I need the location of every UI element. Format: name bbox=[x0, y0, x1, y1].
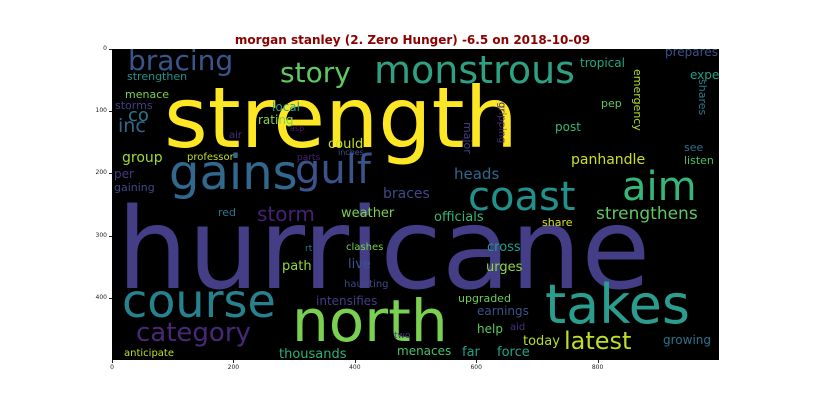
word-braces: braces bbox=[383, 186, 430, 202]
word-story: story bbox=[280, 56, 351, 89]
chart-title: morgan stanley (2. Zero Hunger) -6.5 on … bbox=[234, 33, 591, 47]
x-tick-label: 400 bbox=[349, 364, 361, 371]
word-strengthens: strengthens bbox=[596, 204, 698, 224]
word-latest: latest bbox=[564, 327, 632, 355]
word-help: help bbox=[477, 322, 503, 336]
word-clashes: clashes bbox=[346, 242, 384, 253]
word-inches: inches bbox=[338, 148, 364, 157]
word-officials: officials bbox=[434, 210, 484, 225]
word-bracing: bracing bbox=[128, 49, 234, 77]
word-heads: heads bbox=[454, 165, 500, 183]
x-tick-label: 800 bbox=[591, 364, 604, 371]
word-major: major bbox=[461, 122, 474, 154]
word-north: north bbox=[292, 287, 448, 355]
word-could: could bbox=[328, 137, 364, 152]
wordcloud-plot-area: strength hurricane gains gulf coast aim north t… bbox=[112, 49, 719, 360]
x-tickmark bbox=[112, 360, 113, 363]
y-tick-label: 400 bbox=[95, 293, 107, 301]
word-shares: shares bbox=[696, 79, 709, 116]
y-tickmark bbox=[109, 297, 112, 299]
word-live: live bbox=[348, 257, 371, 272]
word-strengthen: strengthen bbox=[127, 70, 188, 83]
word-coast: coast bbox=[468, 174, 576, 220]
word-takes: takes bbox=[545, 273, 690, 336]
word-intensifies: intensifies bbox=[316, 294, 378, 308]
y-tick-label: 300 bbox=[95, 231, 107, 239]
y-tickmark bbox=[109, 173, 112, 175]
word-gaining: gaining bbox=[114, 181, 155, 194]
word-co: co bbox=[128, 105, 149, 126]
word-urges: urges bbox=[486, 260, 523, 275]
x-tickmark bbox=[597, 360, 599, 363]
word-tropical: tropical bbox=[580, 56, 625, 70]
word-today: today bbox=[523, 334, 560, 349]
word-menaces: menaces bbox=[397, 344, 452, 358]
word-group: group bbox=[122, 150, 163, 166]
word-strength: strength bbox=[164, 69, 518, 167]
word-post: post bbox=[555, 120, 581, 134]
x-tick-label: 200 bbox=[227, 364, 240, 371]
word-haunting: haunting bbox=[344, 279, 389, 290]
word-professor: professor bbox=[187, 152, 234, 163]
y-tickmark bbox=[109, 235, 112, 237]
word-parts: parts bbox=[297, 153, 321, 163]
word-see: see bbox=[684, 141, 704, 154]
word-far: far bbox=[462, 345, 480, 360]
word-per: per bbox=[114, 167, 134, 181]
word-hurricane: hurricane bbox=[117, 185, 651, 315]
y-tickmark bbox=[109, 49, 112, 50]
word-gulf: gulf bbox=[295, 147, 371, 193]
word-aid: aid bbox=[510, 322, 526, 333]
x-tick-label: 0 bbox=[110, 364, 114, 371]
word-emergency: emergency bbox=[631, 69, 644, 131]
word-upgraded: upgraded bbox=[458, 292, 511, 305]
word-asp: asp bbox=[290, 124, 305, 133]
word-menace: menace bbox=[125, 88, 170, 101]
word-rating: rating bbox=[258, 113, 294, 127]
word-gains: gains bbox=[169, 145, 298, 201]
word-prepares: prepares bbox=[665, 49, 718, 59]
word-local: local bbox=[272, 100, 300, 114]
y-tick-label: 200 bbox=[95, 169, 107, 177]
word-cross: cross bbox=[487, 240, 521, 255]
word-category: category bbox=[136, 318, 251, 348]
word-monstrous: monstrous bbox=[374, 49, 575, 92]
word-thousands: thousands bbox=[279, 347, 347, 360]
word-storm: storm bbox=[257, 202, 315, 226]
word-weather: weather bbox=[341, 206, 395, 221]
word-gripping: gripping bbox=[496, 102, 507, 144]
word-pep: pep bbox=[601, 97, 622, 110]
x-tickmark bbox=[476, 360, 478, 363]
word-storms: storms bbox=[115, 99, 153, 112]
word-two: two bbox=[394, 331, 411, 341]
word-aim: aim bbox=[622, 164, 697, 210]
word-path: path bbox=[282, 259, 312, 274]
word-growing: growing bbox=[663, 333, 711, 347]
x-tick-label: 600 bbox=[470, 364, 482, 371]
word-panhandle: panhandle bbox=[571, 152, 646, 168]
x-tickmark bbox=[233, 360, 235, 363]
word-inc: inc bbox=[118, 115, 146, 137]
word-expected: expected bbox=[690, 68, 719, 82]
y-tick-label: 0 bbox=[103, 45, 107, 52]
word-listen: listen bbox=[684, 154, 714, 167]
y-tickmark bbox=[109, 111, 112, 113]
x-tickmark bbox=[354, 360, 356, 363]
word-anticipate: anticipate bbox=[124, 348, 174, 359]
word-share: share bbox=[542, 216, 573, 229]
word-course: course bbox=[122, 274, 276, 328]
word-rt: rt bbox=[305, 244, 313, 254]
y-tick-label: 100 bbox=[95, 107, 107, 115]
word-force: force bbox=[497, 345, 530, 360]
word-red: red bbox=[218, 206, 237, 219]
word-earnings: earnings bbox=[477, 304, 529, 318]
word-air: air bbox=[229, 130, 243, 141]
